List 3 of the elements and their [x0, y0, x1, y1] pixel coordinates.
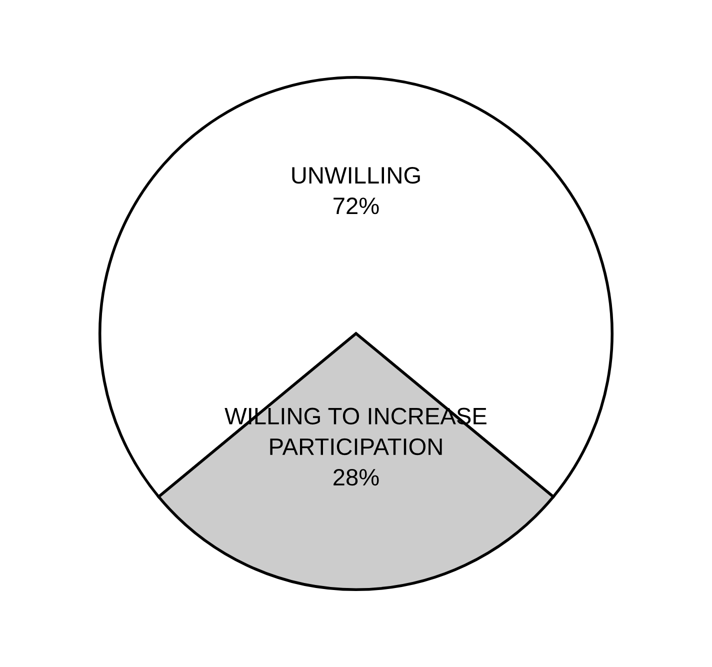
slice-label: UNWILLING [292, 166, 420, 184]
data-label: 28% [334, 468, 379, 486]
data-label: 72% [334, 198, 379, 214]
